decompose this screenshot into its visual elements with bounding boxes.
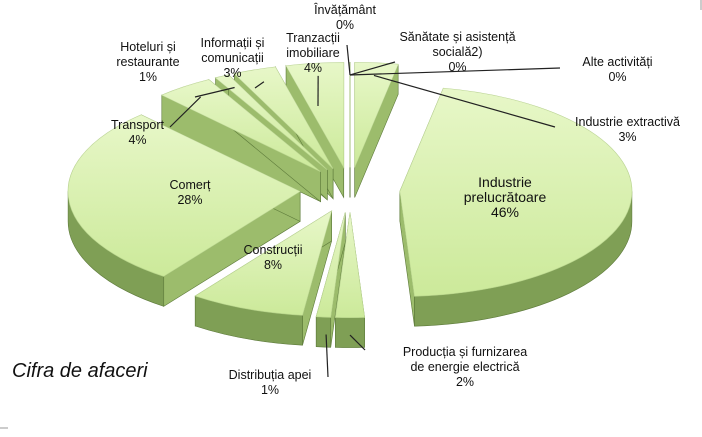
category-name: Sănătate și asistență socială2) <box>399 30 516 59</box>
slice-label: Transport 4% <box>100 118 175 148</box>
value-label: 28% <box>177 193 203 207</box>
leader-line <box>349 61 396 76</box>
value-label: 0% <box>448 60 467 74</box>
slice-label: Industrie extractivă 3% <box>560 115 695 145</box>
category-name: Producția și furnizarea de energie elect… <box>402 345 528 374</box>
slice-side <box>335 317 365 348</box>
category-name: Construcții <box>243 243 303 257</box>
leader-line <box>349 334 366 351</box>
leader-line <box>349 67 561 76</box>
slice-label: Construcții 8% <box>228 243 318 273</box>
leader-line <box>346 44 351 76</box>
slice-label: Alte activități 0% <box>560 55 675 85</box>
category-name: Informații și comunicații <box>200 36 265 65</box>
category-name: Comerț <box>169 178 211 192</box>
value-label: 1% <box>138 70 158 84</box>
chart-title: Cifra de afaceri <box>12 360 148 382</box>
leader-line <box>169 96 202 128</box>
leader-line <box>373 74 556 128</box>
category-name: Tranzacții imobiliare <box>286 31 340 60</box>
slice-label: Învățământ 0% <box>300 3 390 33</box>
slice-label: Hoteluri și restaurante 1% <box>108 40 188 85</box>
value-label: 0% <box>608 70 627 84</box>
slice-label: Comerț 28% <box>140 178 240 208</box>
category-name: Distribuția apei <box>228 368 312 382</box>
value-label: 8% <box>263 258 283 272</box>
category-name: Alte activități <box>582 55 653 69</box>
value-label: 0% <box>335 18 355 32</box>
category-name: Învățământ <box>314 3 376 17</box>
slice-label: Distribuția apei 1% <box>215 368 325 398</box>
slice <box>354 62 399 168</box>
category-name: Industrie prelucrătoare <box>463 174 547 205</box>
value-label: 4% <box>128 133 147 147</box>
slice-label: Producția și furnizarea de energie elect… <box>395 345 535 390</box>
category-name: Hoteluri și restaurante <box>116 40 180 69</box>
leader-line <box>194 86 235 98</box>
slice-label: Sănătate și asistență socială2) 0% <box>385 30 530 75</box>
value-label: 46% <box>490 204 520 220</box>
slice-label: Informații și comunicații 3% <box>190 36 275 81</box>
value-label: 3% <box>618 130 637 144</box>
value-label: 4% <box>303 61 323 75</box>
slice-side <box>315 316 332 348</box>
slice-label: Tranzacții imobiliare 4% <box>278 31 348 76</box>
value-label: 3% <box>223 66 242 80</box>
leader-line <box>325 334 329 378</box>
leader-line <box>254 81 265 89</box>
slice-label: Industrie prelucrătoare 46% <box>445 175 565 220</box>
category-name: Industrie extractivă <box>575 115 680 129</box>
value-label: 1% <box>260 383 280 397</box>
category-name: Transport <box>110 118 165 132</box>
value-label: 2% <box>455 375 475 389</box>
